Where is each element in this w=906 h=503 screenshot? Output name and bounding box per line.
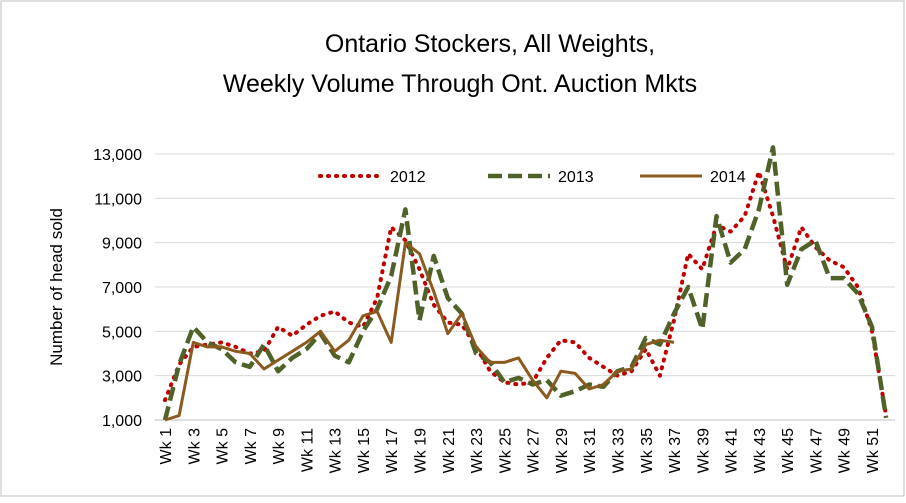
series-line [163, 169, 889, 418]
x-tick-label: Wk 9 [271, 428, 288, 465]
chart-title: Weekly Volume Through Ont. Auction Mkts [223, 70, 697, 98]
chart-title: Ontario Stockers, All Weights, [325, 30, 655, 58]
x-tick-label: Wk 17 [384, 428, 401, 473]
x-tick-label: Wk 21 [441, 428, 458, 473]
x-tick-label: Wk 1 [158, 428, 175, 465]
y-axis-label: Number of head sold [47, 208, 66, 366]
x-tick-label: Wk 43 [752, 428, 769, 473]
legend-label: 2013 [558, 169, 594, 186]
y-tick-label: 11,000 [94, 191, 142, 208]
x-tick-label: Wk 15 [356, 428, 373, 473]
y-tick-label: 5,000 [102, 324, 142, 341]
legend-label: 2012 [390, 169, 426, 186]
y-tick-label: 1,000 [102, 413, 142, 430]
x-tick-label: Wk 31 [582, 428, 599, 473]
series-line [162, 145, 889, 421]
series-line [164, 241, 675, 422]
x-tick-label: Wk 25 [497, 428, 514, 473]
x-tick-label: Wk 23 [469, 428, 486, 473]
x-tick-label: Wk 13 [328, 428, 345, 473]
x-tick-label: Wk 11 [299, 428, 316, 472]
x-tick-label: Wk 45 [780, 428, 797, 473]
x-tick-label: Wk 27 [526, 428, 543, 473]
x-tick-label: Wk 41 [724, 428, 741, 473]
x-tick-label: Wk 39 [695, 428, 712, 473]
y-tick-label: 3,000 [102, 369, 142, 386]
x-tick-label: Wk 35 [639, 428, 656, 473]
x-tick-label: Wk 49 [837, 428, 854, 473]
x-tick-label: Wk 7 [243, 428, 260, 465]
legend-label: 2014 [710, 169, 746, 186]
x-tick-label: Wk 5 [215, 428, 232, 465]
x-tick-label: Wk 33 [610, 428, 627, 473]
y-tick-label: 9,000 [102, 236, 142, 253]
x-tick-label: Wk 19 [413, 428, 430, 473]
x-tick-label: Wk 29 [554, 428, 571, 473]
x-tick-label: Wk 51 [865, 428, 882, 473]
x-tick-label: Wk 37 [667, 428, 684, 473]
y-tick-label: 7,000 [102, 280, 142, 297]
x-tick-label: Wk 3 [186, 428, 203, 465]
y-tick-label: 13,000 [93, 147, 142, 164]
x-tick-label: Wk 47 [808, 428, 825, 473]
